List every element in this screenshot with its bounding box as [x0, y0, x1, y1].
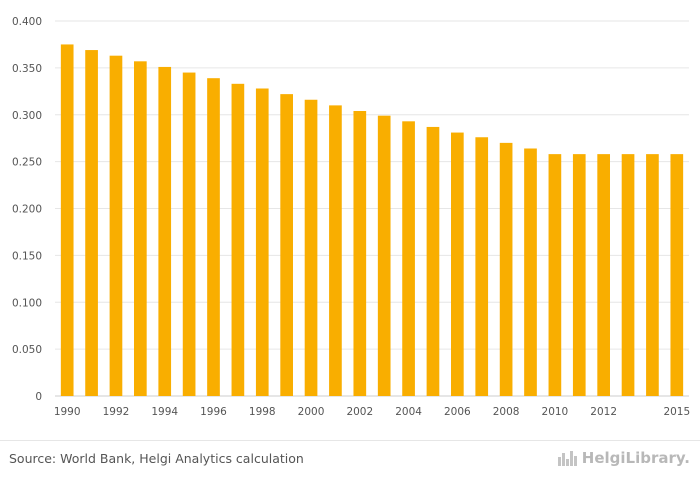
bar-1993[interactable] [134, 61, 147, 396]
y-tick-label: 0.400 [12, 16, 42, 28]
bar-2002[interactable] [353, 111, 367, 396]
x-tick-label: 2012 [590, 406, 617, 418]
y-tick-label: 0.250 [12, 157, 42, 169]
brand-logo[interactable]: HelgiLibrary. [557, 449, 690, 467]
bar-1999[interactable] [280, 94, 293, 396]
y-tick-label: 0.150 [12, 250, 42, 262]
brand-text: HelgiLibrary. [581, 449, 690, 467]
chart-footer: Source: World Bank, Helgi Analytics calc… [0, 440, 700, 483]
bar-2008[interactable] [499, 142, 513, 396]
bar-2012[interactable] [597, 154, 610, 396]
bar-1998[interactable] [255, 88, 269, 397]
bar-1996[interactable] [207, 78, 220, 396]
x-tick-label: 1992 [103, 406, 130, 418]
bar-2004[interactable] [402, 121, 415, 396]
bar-2013[interactable] [621, 154, 635, 396]
y-tick-label: 0.350 [12, 63, 42, 75]
y-tick-label: 0 [35, 391, 42, 403]
bar-1995[interactable] [182, 72, 196, 396]
x-tick-label: 2015 [663, 406, 690, 418]
bar-2009[interactable] [524, 148, 537, 397]
y-tick-label: 0.200 [12, 204, 42, 216]
y-tick-label: 0.050 [12, 344, 42, 356]
bar-2015[interactable] [670, 154, 684, 396]
bar-2011[interactable] [572, 154, 586, 396]
x-tick-label: 2006 [444, 406, 471, 418]
bar-2014[interactable] [646, 154, 659, 396]
bar-1990[interactable] [60, 44, 74, 396]
bar-1994[interactable] [158, 66, 172, 396]
bar-2010[interactable] [548, 154, 562, 396]
x-tick-label: 1996 [200, 406, 227, 418]
bar-1997[interactable] [231, 83, 245, 396]
city-skyline-icon [557, 451, 577, 466]
bar-1992[interactable] [109, 55, 123, 396]
bar-chart: 0 0.050 0.100 0.150 0.200 0.250 0.300 0.350 0.40… [12, 16, 690, 418]
bar-2000[interactable] [304, 99, 318, 396]
bar-2005[interactable] [426, 126, 440, 396]
bar-2003[interactable] [377, 115, 391, 396]
bar-2007[interactable] [475, 137, 489, 396]
x-tick-label: 2000 [298, 406, 325, 418]
x-tick-label: 2004 [395, 406, 422, 418]
x-tick-label: 1994 [151, 406, 178, 418]
y-tick-label: 0.100 [12, 297, 42, 309]
x-tick-label: 1990 [54, 406, 81, 418]
bar-1991[interactable] [85, 50, 98, 396]
y-tick-label: 0.300 [12, 110, 42, 122]
x-tick-label: 2008 [493, 406, 520, 418]
x-tick-label: 2010 [542, 406, 569, 418]
x-tick-label: 1998 [249, 406, 276, 418]
bar-2006[interactable] [451, 132, 464, 396]
source-note: Source: World Bank, Helgi Analytics calc… [9, 451, 304, 466]
bar-2001[interactable] [329, 105, 342, 396]
x-tick-label: 2002 [346, 406, 373, 418]
